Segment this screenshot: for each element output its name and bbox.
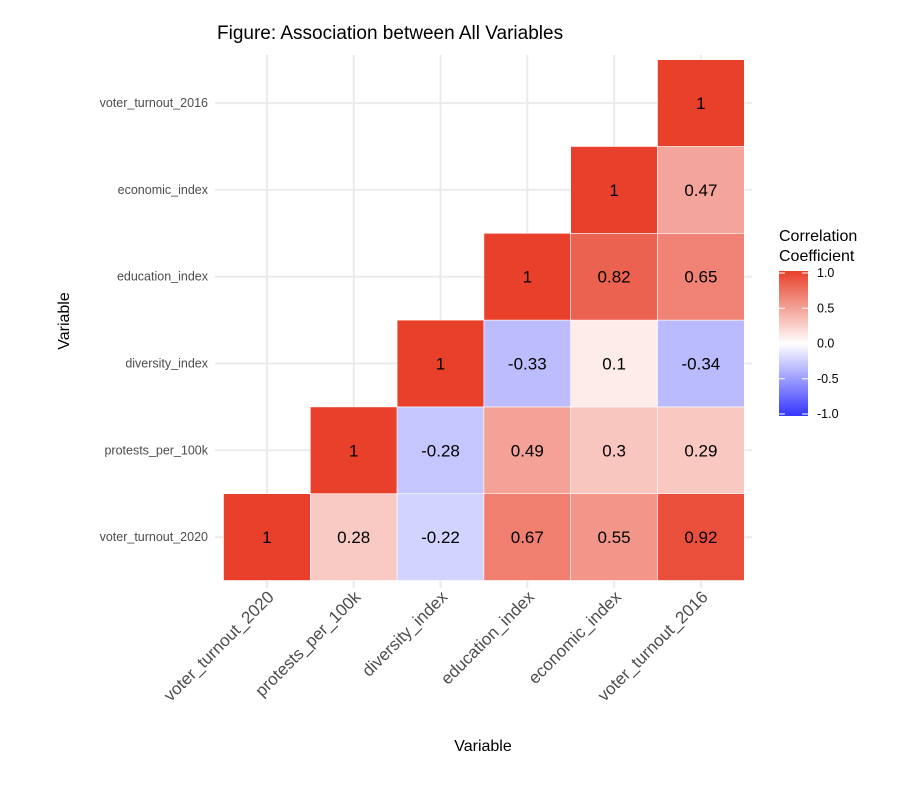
heatmap-cell xyxy=(570,406,658,494)
heatmap-cell xyxy=(309,493,398,581)
x-tick-labels: voter_turnout_2020protests_per_100kdiver… xyxy=(160,587,712,705)
y-tick-label: economic_index xyxy=(118,183,209,197)
legend-tick-label: 1.0 xyxy=(817,266,834,280)
cell-value-label: 0.3 xyxy=(602,441,626,460)
heatmap-cell xyxy=(570,146,658,234)
cell-value-label: 0.82 xyxy=(598,268,631,287)
heatmap-cell xyxy=(657,233,745,321)
y-tick-label: education_index xyxy=(117,270,209,284)
cell-value-label: 1 xyxy=(436,355,445,374)
cell-value-label: 1 xyxy=(262,528,271,547)
y-tick-label: voter_turnout_2020 xyxy=(100,530,208,544)
cell-value-label: 1 xyxy=(609,181,618,200)
cell-value-label: -0.33 xyxy=(508,355,547,374)
legend-title-line-2: Coefficient xyxy=(779,248,855,265)
y-axis-label: Variable xyxy=(56,292,73,350)
legend-tick-label: -0.5 xyxy=(817,372,839,386)
heatmap-cell xyxy=(657,406,745,494)
cell-value-label: 1 xyxy=(696,94,705,113)
x-tick-label: economic_index xyxy=(525,587,626,688)
cell-value-label: -0.28 xyxy=(421,441,460,460)
chart-title: Figure: Association between All Variable… xyxy=(217,23,563,44)
cell-value-label: 0.67 xyxy=(511,528,544,547)
legend: Correlation Coefficient 1.0 0.5 0.0 -0.5 -1.… xyxy=(779,228,857,421)
heatmap-cell xyxy=(483,233,571,321)
y-tick-label: protests_per_100k xyxy=(104,443,208,457)
heatmap-cell xyxy=(396,319,485,408)
y-tick-labels: voter_turnout_2020 protests_per_100k diver… xyxy=(100,96,209,544)
heatmap-cell xyxy=(657,493,745,581)
cell-value-label: 0.55 xyxy=(598,528,631,547)
x-axis-label: Variable xyxy=(454,738,512,755)
cell-value-label: 0.29 xyxy=(684,441,717,460)
cell-value-label: 0.47 xyxy=(684,181,717,200)
heatmap-cell xyxy=(657,146,745,234)
cell-value-label: 1 xyxy=(523,268,532,287)
cell-value-label: 0.28 xyxy=(337,528,370,547)
heatmap-cell xyxy=(570,233,658,321)
cell-value-label: 0.92 xyxy=(684,528,717,547)
legend-tick-label: 0.5 xyxy=(817,301,834,315)
legend-title-line-1: Correlation xyxy=(779,228,857,245)
cell-value-label: 1 xyxy=(349,441,358,460)
x-tick-label: diversity_index xyxy=(358,587,451,680)
heatmap-cell xyxy=(309,406,398,494)
legend-tick-label: 0.0 xyxy=(817,337,834,351)
heatmap-cell xyxy=(396,406,485,494)
cell-value-label: 0.49 xyxy=(511,441,544,460)
cell-value-label: -0.34 xyxy=(682,355,721,374)
heatmap-cell xyxy=(223,493,311,581)
x-tick-label: education_index xyxy=(437,587,538,688)
cells: 1 0.28 -0.22 0.67 0.55 0.92 1 -0.28 0.49 0.3 0.29 1… xyxy=(223,59,745,581)
heatmap-cell xyxy=(570,493,658,581)
legend-tick-label: -1.0 xyxy=(817,407,839,421)
cell-value-label: -0.22 xyxy=(421,528,460,547)
heatmap-cell xyxy=(570,319,658,408)
y-tick-label: voter_turnout_2016 xyxy=(100,96,208,110)
y-tick-label: diversity_index xyxy=(125,357,208,371)
heatmap-cell xyxy=(483,319,571,408)
heatmap-cell xyxy=(657,59,745,147)
cell-value-label: 0.65 xyxy=(684,268,717,287)
heatmap-cell xyxy=(657,319,745,408)
cell-value-label: 0.1 xyxy=(602,355,626,374)
